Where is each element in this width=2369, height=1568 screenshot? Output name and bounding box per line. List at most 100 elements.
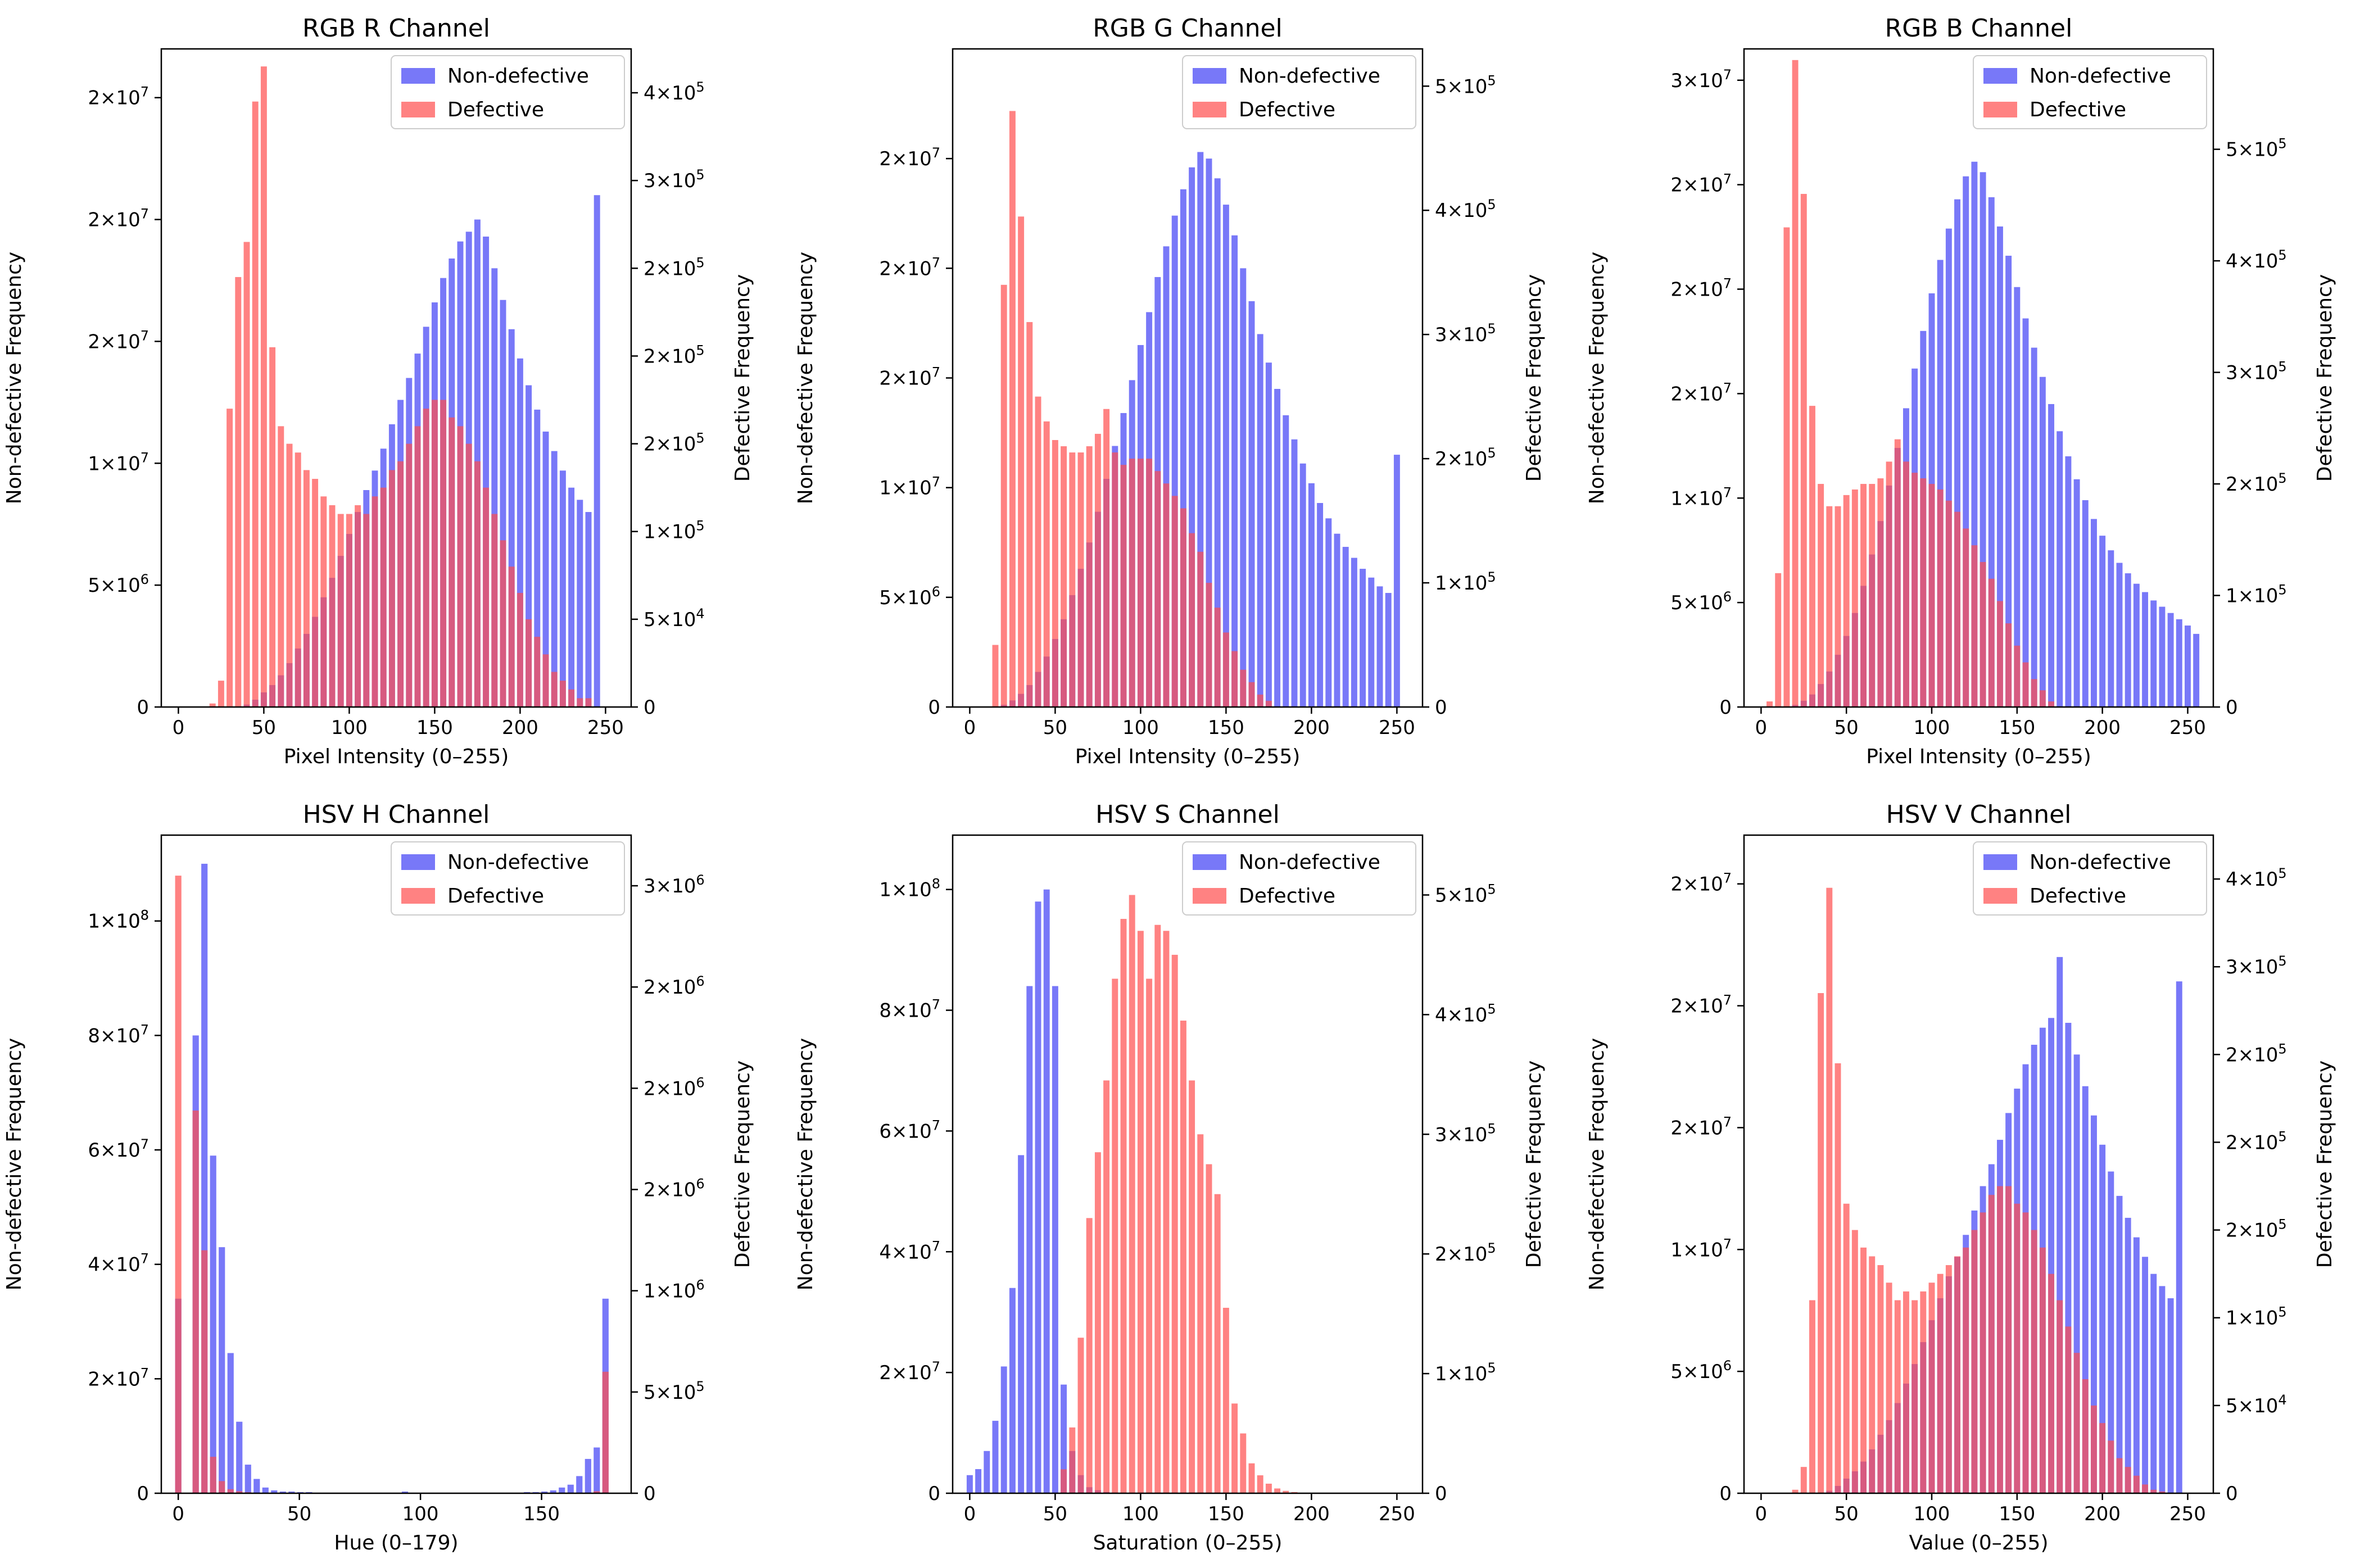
defective-bar	[1283, 1490, 1289, 1493]
nondefective-bar	[201, 863, 208, 1493]
nondefective-bar	[2057, 957, 2063, 1493]
defective-bar	[1818, 993, 1824, 1493]
right-y-tick-label: 5×104	[644, 606, 705, 631]
defective-bar	[1800, 1467, 1807, 1493]
defective-bar	[423, 409, 429, 707]
defective-bar	[227, 1489, 234, 1493]
legend-label-nondefective: Non-defective	[1239, 65, 1380, 88]
defective-bar	[449, 417, 455, 707]
nondefective-bar	[1291, 439, 1298, 707]
nondefective-bar	[2073, 479, 2080, 707]
subplot-title: HSV S Channel	[1095, 800, 1280, 829]
plot-frame	[160, 48, 632, 708]
nondefective-bar	[577, 500, 583, 707]
defective-bar	[260, 66, 267, 707]
defective-bar	[337, 514, 344, 707]
defective-bar	[1988, 578, 1995, 707]
defective-bar	[201, 1250, 208, 1493]
left-y-tick-label: 1×107	[1670, 1236, 1732, 1261]
legend-label-nondefective: Non-defective	[2030, 65, 2171, 88]
defective-bar	[1886, 1283, 1892, 1493]
nondefective-bar	[1351, 558, 1357, 707]
nondefective-bar	[1009, 1288, 1016, 1493]
defective-bar	[1035, 396, 1041, 707]
nondefective-bar	[2176, 619, 2182, 707]
defective-bars	[1061, 895, 1298, 1493]
nondefective-bar	[1937, 260, 1944, 707]
defective-bar	[1869, 1256, 1876, 1493]
x-tick-label: 150	[1208, 717, 1244, 739]
defective-bar	[1069, 1427, 1076, 1493]
right-y-tick-label: 0	[644, 1483, 656, 1505]
legend-box	[1973, 55, 2207, 129]
x-tick-label: 100	[1122, 1503, 1159, 1525]
defective-bar	[2090, 1405, 2097, 1493]
defective-bars	[1766, 60, 2055, 708]
defective-bar	[192, 1111, 199, 1493]
defective-bar	[2108, 1440, 2114, 1493]
defective-bars	[209, 66, 592, 708]
defective-bar	[1920, 478, 1927, 707]
defective-bar	[1257, 1475, 1263, 1493]
defective-bar	[508, 567, 515, 707]
defective-bar	[1843, 495, 1850, 707]
legend: Non-defective Defective	[1973, 841, 2207, 916]
nondefective-bar	[491, 268, 498, 707]
x-axis-label: Pixel Intensity (0–255)	[284, 745, 509, 768]
right-y-tick-label: 2×105	[2226, 1129, 2287, 1154]
defective-bar	[1094, 1152, 1101, 1493]
defective-bars	[992, 111, 1272, 708]
defective-bar	[269, 347, 276, 707]
right-y-tick-label: 3×105	[2226, 359, 2287, 384]
legend: Non-defective Defective	[391, 841, 625, 916]
defective-bar	[1026, 322, 1033, 707]
legend: Non-defective Defective	[1182, 55, 1416, 129]
left-y-tick-label: 2×107	[1670, 993, 1732, 1018]
defective-bar	[1171, 954, 1178, 1493]
subplot-1: 0 50 100 150 200 250 0 5×106 1×107 2×107 2×107 2×10…	[3, 14, 754, 768]
nondefective-bar	[1248, 301, 1255, 707]
nondefective-bar	[1214, 178, 1221, 708]
x-tick-label: 100	[402, 1503, 439, 1525]
right-y-tick-label: 2×105	[2226, 1217, 2287, 1242]
nondefective-bar	[2090, 1115, 2097, 1493]
defective-bar	[1094, 433, 1101, 707]
defective-bar	[1077, 452, 1084, 707]
defective-bar	[380, 487, 387, 707]
legend: Non-defective Defective	[1182, 841, 1416, 916]
right-y-tick-label: 0	[1435, 696, 1447, 719]
defective-bar	[1894, 439, 1901, 707]
defective-bar	[1860, 1247, 1867, 1493]
nondefective-bar	[567, 1484, 574, 1493]
defective-bar	[236, 1491, 243, 1493]
defective-bar	[1792, 60, 1799, 708]
nondefective-bar	[1052, 986, 1058, 1493]
nondefective-bar	[1180, 189, 1186, 707]
nondefective-bar	[517, 358, 523, 707]
defective-bar	[1937, 1274, 1944, 1493]
defective-bar	[243, 242, 250, 707]
nondefective-bar	[1240, 268, 1247, 707]
defective-bar	[602, 1371, 609, 1493]
left-y-tick-label: 0	[1719, 696, 1732, 719]
left-y-tick-label: 4×107	[879, 1238, 940, 1263]
nondefective-bar	[1996, 226, 2003, 707]
nondefective-bar	[2133, 583, 2140, 707]
defective-bar	[2133, 1475, 2140, 1493]
left-y-tick-label: 2×107	[1670, 871, 1732, 896]
right-y-tick-label: 5×104	[2226, 1392, 2287, 1417]
nondefective-bar	[1971, 161, 1978, 707]
left-y-axis-label: Non-defective Frequency	[3, 252, 26, 504]
defective-bar	[1911, 473, 1918, 707]
defective-bar	[1248, 1463, 1255, 1493]
left-y-tick-label: 0	[137, 1483, 149, 1505]
nondefective-bar	[992, 1421, 999, 1493]
nondefective-bar	[1265, 362, 1272, 707]
nondefective-bar	[2176, 981, 2182, 1493]
right-y-tick-label: 3×106	[644, 872, 705, 898]
defective-bar	[1240, 1433, 1247, 1493]
left-y-tick-label: 1×107	[88, 450, 149, 475]
right-y-tick-label: 3×105	[644, 167, 705, 192]
defective-bar	[219, 1481, 225, 1493]
